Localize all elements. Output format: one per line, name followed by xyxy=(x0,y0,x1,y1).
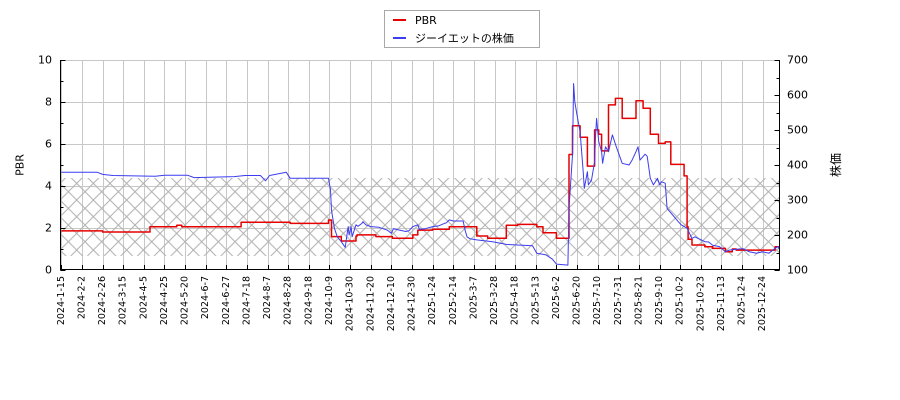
x-tick-label: 2025-12-4 xyxy=(737,276,748,325)
legend-label-stock-price: ジーイエットの株価 xyxy=(415,32,514,45)
y-right-tick-label: 300 xyxy=(787,194,808,207)
legend-item-pbr: PBR xyxy=(385,11,539,29)
legend-label-pbr: PBR xyxy=(415,13,437,27)
x-tick-label: 2024-2-26 xyxy=(97,276,108,325)
x-tick-label: 2024-10-30 xyxy=(345,276,356,331)
x-tick-label: 2024-2-2 xyxy=(76,276,87,319)
y-right-tick-label: 700 xyxy=(787,54,808,67)
axes xyxy=(60,60,780,271)
y-axis-right-title: 株価 xyxy=(828,153,843,177)
x-tick-label: 2025-7-10 xyxy=(592,276,603,325)
x-tick-label: 2025-3-7 xyxy=(468,276,479,319)
shaded-band-group xyxy=(60,178,780,256)
x-tick-label: 2025-1-24 xyxy=(427,276,438,325)
y-right-tick-label: 500 xyxy=(787,124,808,137)
legend-swatch-stock-price-line xyxy=(393,37,406,39)
x-tick-label: 2025-5-13 xyxy=(530,276,541,325)
tick-labels: 0 2 4 6 8 10 100 200 300 400 500 600 700 2024-1-15 202… xyxy=(38,54,808,332)
x-tick-label: 2025-6-20 xyxy=(572,276,583,325)
x-tick-label: 2024-8-28 xyxy=(283,276,294,325)
x-tick-label: 2024-5-20 xyxy=(180,276,191,325)
y-left-tick-label: 10 xyxy=(38,54,52,67)
x-tick-label: 2025-10-23 xyxy=(695,276,706,331)
legend-item-stock-price: ジーイエットの株価 xyxy=(385,29,539,47)
x-tick-label: 2024-4-5 xyxy=(138,276,149,319)
x-tick-label: 2025-3-28 xyxy=(489,276,500,325)
x-tick-label: 2024-9-18 xyxy=(303,276,314,325)
series-group xyxy=(61,83,780,266)
x-tick-label: 2025-4-18 xyxy=(510,276,521,325)
x-tick-label: 2025-12-24 xyxy=(757,276,768,331)
x-tick-label: 2024-10-9 xyxy=(324,276,335,325)
series-line-price xyxy=(61,83,780,266)
x-tick-label: 2024-4-25 xyxy=(159,276,170,325)
x-tick-label: 2025-11-13 xyxy=(716,276,727,331)
x-tick-label: 2025-6-2 xyxy=(551,276,562,319)
y-right-tick-label: 400 xyxy=(787,159,808,172)
x-tick-label: 2025-8-21 xyxy=(633,276,644,325)
x-tick-label: 2025-9-10 xyxy=(654,276,665,325)
y-left-tick-label: 0 xyxy=(45,264,52,277)
x-tick-label: 2024-3-15 xyxy=(118,276,129,325)
legend-swatch-pbr-line xyxy=(393,19,406,21)
x-tick-label: 2024-11-20 xyxy=(365,276,376,331)
x-tick-label: 2024-1-15 xyxy=(56,276,67,325)
x-tick-label: 2024-12-30 xyxy=(407,276,418,331)
x-tick-label: 2024-8-7 xyxy=(262,276,273,319)
y-left-tick-label: 6 xyxy=(45,138,52,151)
x-tick-label: 2025-2-14 xyxy=(448,276,459,325)
y-right-tick-label: 200 xyxy=(787,229,808,242)
y-right-tick-label: 600 xyxy=(787,89,808,102)
x-tick-label: 2024-12-10 xyxy=(386,276,397,331)
y-left-tick-label: 8 xyxy=(45,96,52,109)
y-left-tick-label: 2 xyxy=(45,222,52,235)
y-left-tick-label: 4 xyxy=(45,180,52,193)
x-tick-label: 2025-10-2 xyxy=(675,276,686,325)
y-axis-left-title: PBR xyxy=(14,154,27,176)
y-right-tick-label: 100 xyxy=(787,264,808,277)
x-tick-label: 2024-7-18 xyxy=(242,276,253,325)
shaded-band xyxy=(60,178,780,256)
x-tick-label: 2024-6-27 xyxy=(221,276,232,325)
legend: PBR ジーイエットの株価 xyxy=(384,10,540,48)
x-tick-label: 2024-6-7 xyxy=(200,276,211,319)
x-tick-label: 2025-7-31 xyxy=(613,276,624,325)
